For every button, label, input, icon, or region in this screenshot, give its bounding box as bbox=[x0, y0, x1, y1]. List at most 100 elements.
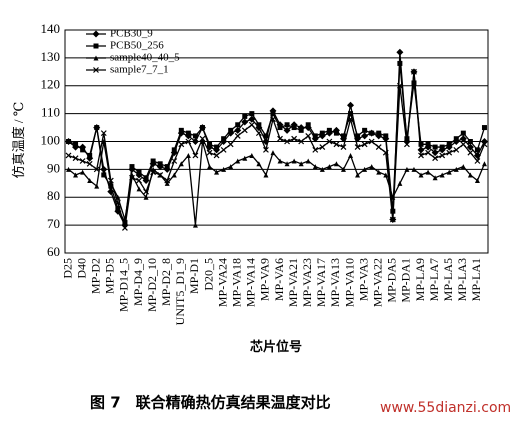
data-point bbox=[361, 141, 368, 148]
data-point bbox=[270, 116, 276, 123]
data-point bbox=[284, 161, 290, 167]
y-tick-label: 120 bbox=[41, 77, 61, 92]
data-point bbox=[207, 164, 213, 170]
data-point bbox=[249, 152, 255, 158]
data-point bbox=[431, 149, 439, 157]
data-point bbox=[340, 133, 346, 139]
data-point bbox=[305, 122, 311, 128]
x-tick-label: MP-VA10 bbox=[342, 258, 356, 307]
watermark: www.55dianzi.com bbox=[380, 400, 511, 416]
data-point bbox=[481, 161, 487, 167]
data-point bbox=[319, 144, 326, 150]
data-point bbox=[191, 138, 199, 145]
data-point bbox=[298, 138, 305, 145]
x-tick-label: MP-VA22 bbox=[370, 258, 384, 307]
data-point bbox=[333, 130, 339, 136]
data-point bbox=[129, 164, 135, 170]
data-point bbox=[432, 175, 438, 181]
data-point bbox=[136, 169, 142, 175]
data-point bbox=[249, 111, 255, 117]
data-point bbox=[411, 68, 417, 75]
data-point bbox=[235, 122, 241, 128]
data-point bbox=[263, 146, 269, 153]
x-tick-label: MP-D2 bbox=[88, 258, 102, 294]
data-point bbox=[439, 152, 446, 159]
x-tick-label: MP-D1 bbox=[187, 258, 201, 294]
data-point bbox=[425, 149, 431, 156]
data-point bbox=[376, 130, 382, 136]
caption: 图 7 联合精确热仿真结果温度对比 bbox=[90, 394, 331, 412]
data-point bbox=[143, 175, 149, 181]
data-point bbox=[66, 166, 72, 172]
data-point bbox=[143, 188, 149, 195]
data-point bbox=[305, 158, 311, 164]
data-point bbox=[348, 111, 354, 117]
data-point bbox=[122, 219, 128, 225]
data-point bbox=[298, 161, 304, 167]
data-point bbox=[164, 180, 170, 186]
data-point bbox=[432, 155, 439, 162]
y-tick-label: 80 bbox=[47, 188, 60, 203]
data-point bbox=[207, 141, 213, 147]
data-point bbox=[326, 138, 333, 145]
data-point bbox=[234, 133, 241, 139]
data-point bbox=[291, 135, 298, 142]
data-point bbox=[355, 133, 361, 139]
x-tick-label: MP-VA18 bbox=[229, 258, 243, 307]
data-point bbox=[277, 135, 283, 142]
data-point bbox=[277, 125, 283, 131]
data-point bbox=[396, 48, 404, 56]
x-tick-label: D25 bbox=[60, 258, 74, 279]
data-point bbox=[396, 82, 403, 89]
x-tick-label: UNIT5_D1_9 bbox=[173, 258, 187, 325]
data-point bbox=[100, 165, 108, 173]
data-point bbox=[425, 141, 431, 147]
x-tick-label: MP-D2_8 bbox=[159, 258, 173, 306]
data-point bbox=[94, 183, 100, 189]
data-point bbox=[459, 135, 467, 143]
data-point bbox=[375, 144, 382, 150]
data-point bbox=[263, 172, 269, 178]
x-tick-label: MP-LA5 bbox=[441, 258, 455, 301]
data-point bbox=[460, 141, 467, 148]
x-tick-label: MP-DA5 bbox=[385, 258, 399, 303]
legend-marker bbox=[92, 30, 100, 38]
data-point bbox=[234, 126, 242, 134]
data-point bbox=[277, 158, 283, 164]
data-point bbox=[291, 125, 297, 131]
data-point bbox=[283, 126, 291, 134]
data-point bbox=[122, 224, 128, 231]
y-tick-label: 70 bbox=[47, 216, 60, 231]
data-point bbox=[241, 118, 249, 126]
data-point bbox=[460, 164, 466, 170]
data-point bbox=[369, 130, 375, 136]
data-point bbox=[312, 133, 318, 139]
data-point bbox=[115, 205, 121, 211]
data-point bbox=[425, 169, 431, 175]
data-point bbox=[80, 147, 86, 153]
data-point bbox=[474, 178, 480, 184]
x-tick-label: MP-VA23 bbox=[300, 258, 314, 307]
x-tick-label: MP-VA14 bbox=[244, 258, 258, 307]
data-point bbox=[418, 172, 424, 178]
data-point bbox=[446, 169, 452, 175]
data-point bbox=[439, 144, 445, 150]
data-point bbox=[242, 155, 248, 161]
x-tick-label: MP-VA24 bbox=[215, 258, 229, 307]
data-point bbox=[411, 166, 417, 172]
data-point bbox=[361, 132, 369, 140]
y-tick-label: 130 bbox=[41, 49, 61, 64]
y-tick-label: 60 bbox=[47, 244, 60, 259]
data-point bbox=[227, 141, 234, 148]
data-point bbox=[446, 149, 453, 156]
data-point bbox=[199, 125, 205, 131]
legend-marker bbox=[93, 43, 99, 49]
data-point bbox=[86, 160, 93, 167]
data-point bbox=[100, 130, 107, 137]
data-point bbox=[453, 136, 459, 142]
x-tick-label: MP-D2_10 bbox=[145, 258, 159, 312]
data-point bbox=[333, 161, 339, 167]
x-tick-label: MP-VA21 bbox=[286, 258, 300, 307]
x-tick-label: MP-D14_5 bbox=[117, 258, 131, 312]
